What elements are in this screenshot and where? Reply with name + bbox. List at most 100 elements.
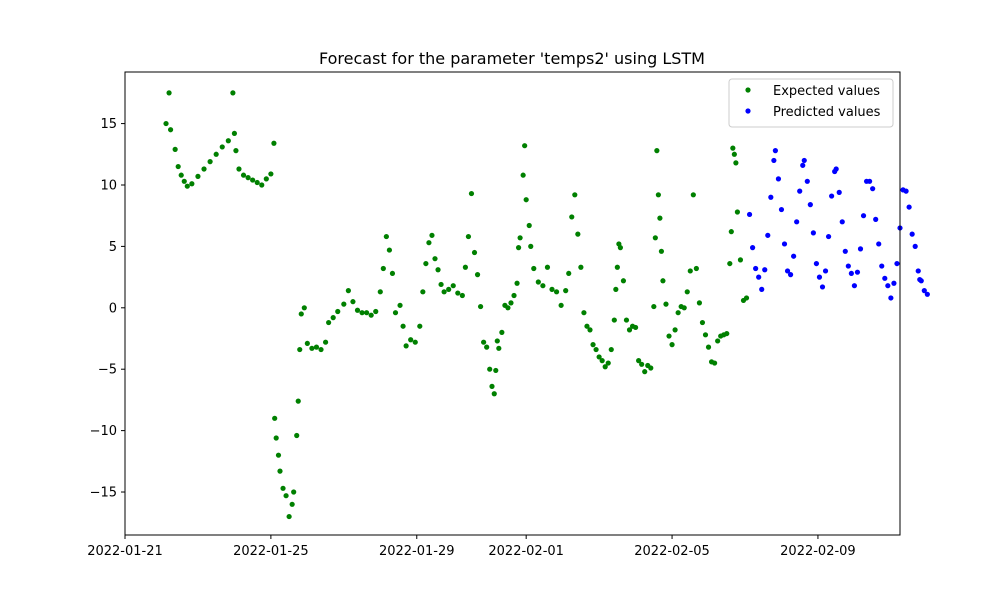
expected-point [178,172,184,178]
y-tick-label: −5 [98,363,117,378]
x-tick-label: 2022-02-09 [780,544,856,559]
expected-point [175,163,181,170]
plot-frame [124,71,901,536]
expected-point [655,192,661,198]
expected-point [219,144,225,150]
expected-point [166,90,172,96]
expected-point [455,290,461,296]
expected-point [544,264,551,270]
predicted-point [885,283,891,289]
expected-point [491,391,497,397]
x-tick-label: 2022-02-05 [634,544,710,559]
expected-point [207,159,213,165]
expected-point [572,192,578,198]
expected-point [263,176,269,182]
predicted-point [867,178,873,184]
expected-point [450,283,456,289]
legend-label-expected: Expected values [773,84,880,99]
predicted-point [813,260,820,267]
predicted-point [854,269,861,275]
expected-point [380,265,386,272]
expected-point [494,338,500,344]
expected-point [514,280,520,286]
expected-point [620,278,627,284]
expected-point [599,358,605,364]
expected-point [236,166,242,172]
predicted-point [816,274,823,280]
expected-point [602,364,608,370]
expected-point [605,360,611,366]
expected-point [350,299,356,305]
expected-point [702,332,709,338]
expected-point [459,292,465,299]
expected-point [617,245,623,251]
predicted-point [882,275,888,281]
expected-point [465,233,472,240]
expected-point [611,317,617,323]
expected-point [420,289,426,295]
predicted-point [772,148,778,154]
expected-point [364,310,370,316]
expected-point [613,286,619,292]
expected-point [517,235,523,241]
predicted-point [787,272,794,278]
expected-point [268,171,274,177]
predicted-point [842,248,848,254]
expected-point [400,323,406,329]
predicted-point [873,216,879,222]
y-tick-label: 10 [100,178,117,193]
expected-point [652,235,658,241]
predicted-point [903,188,909,194]
expected-point [189,181,195,187]
predicted-point [833,166,839,172]
expected-point [523,197,529,203]
expected-point [408,337,414,343]
predicted-point [848,270,854,277]
expected-point [313,344,320,350]
expected-point [608,346,614,353]
expected-point [392,310,399,316]
legend-label-predicted: Predicted values [773,105,881,120]
predicted-point [909,231,915,237]
expected-point [294,432,300,439]
expected-point [531,265,537,272]
expected-point [341,301,347,307]
expected-point [184,183,190,189]
expected-point [426,240,432,246]
predicted-point [759,286,765,292]
data-points [163,90,930,520]
expected-point [289,501,295,507]
expected-point [515,245,522,251]
expected-point [730,145,736,151]
expected-point [359,310,365,316]
expected-point [666,333,672,339]
expected-point [330,315,336,321]
predicted-point [851,283,858,289]
expected-point [563,288,569,294]
expected-point [245,175,251,181]
expected-point [632,324,639,331]
expected-point [581,310,587,316]
expected-point [240,172,247,178]
expected-point [345,288,351,294]
predicted-point [845,263,851,269]
expected-point [373,308,379,315]
expected-point [522,143,528,149]
expected-point [301,305,307,311]
expected-point [520,172,526,178]
expected-point [578,264,584,270]
legend-box [728,78,894,128]
x-tick-label: 2022-01-25 [233,544,309,559]
expected-point [596,354,602,360]
expected-point [304,340,310,347]
expected-point [435,267,441,273]
expected-point [505,305,511,311]
expected-point [549,286,555,292]
expected-point [295,398,301,404]
expected-point [553,289,560,295]
expected-point [731,151,737,157]
expected-point [462,264,468,270]
expected-point [733,160,739,166]
expected-point [626,327,633,333]
expected-point [528,243,534,249]
